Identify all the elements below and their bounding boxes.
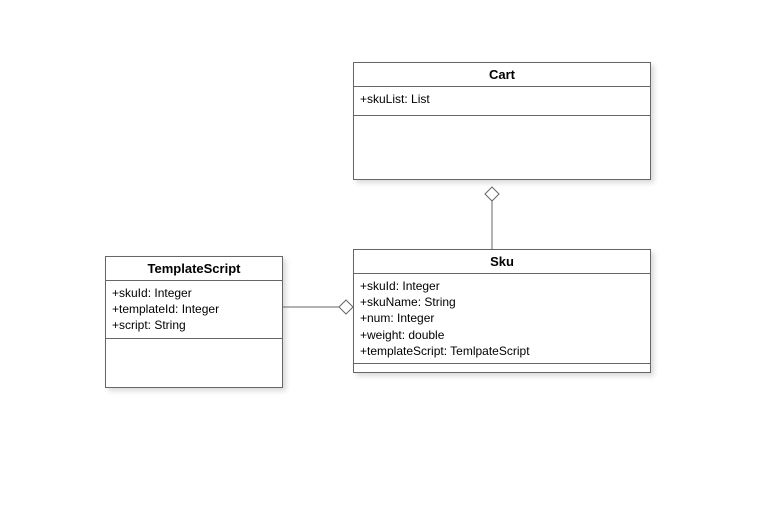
class-operations — [106, 339, 282, 387]
attribute: +skuId: Integer — [360, 278, 644, 294]
attribute: +num: Integer — [360, 310, 644, 326]
class-title: Cart — [354, 63, 650, 87]
class-operations — [354, 364, 650, 372]
attribute: +templateScript: TemlpateScript — [360, 343, 644, 359]
attribute: +script: String — [112, 317, 276, 333]
class-attributes: +skuId: Integer +skuName: String +num: I… — [354, 274, 650, 364]
aggregation-diamond-icon — [485, 187, 499, 201]
attribute: +skuList: List — [360, 91, 644, 107]
class-title: Sku — [354, 250, 650, 274]
class-title: TemplateScript — [106, 257, 282, 281]
class-sku: Sku +skuId: Integer +skuName: String +nu… — [353, 249, 651, 373]
class-operations — [354, 116, 650, 179]
attribute: +skuName: String — [360, 294, 644, 310]
attribute: +templateId: Integer — [112, 301, 276, 317]
class-template-script: TemplateScript +skuId: Integer +template… — [105, 256, 283, 388]
attribute: +skuId: Integer — [112, 285, 276, 301]
class-cart: Cart +skuList: List — [353, 62, 651, 180]
attribute: +weight: double — [360, 327, 644, 343]
class-attributes: +skuId: Integer +templateId: Integer +sc… — [106, 281, 282, 339]
class-attributes: +skuList: List — [354, 87, 650, 116]
aggregation-diamond-icon — [339, 300, 353, 314]
